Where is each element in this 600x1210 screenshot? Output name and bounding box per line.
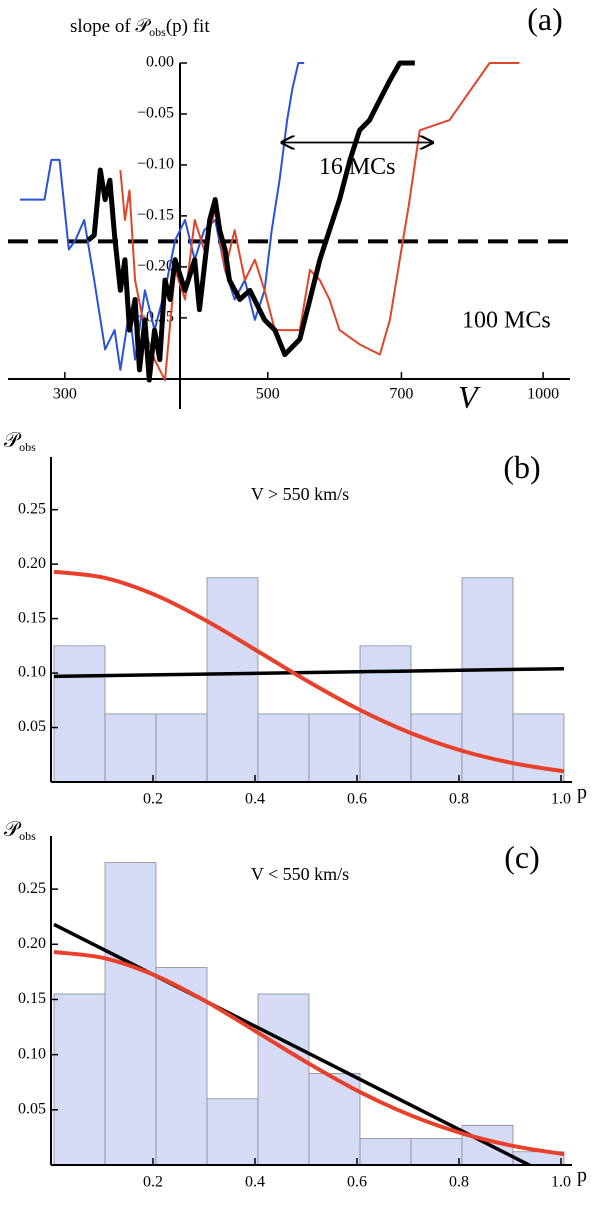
x-axis-label: p [577, 1165, 587, 1187]
y-label-subscript: obs [19, 440, 36, 454]
histogram-bar [461, 577, 514, 783]
series-line [119, 62, 520, 382]
x-tick-label: 700 [389, 386, 413, 403]
panel-label: (c) [504, 839, 540, 875]
x-tick-label: 1.0 [551, 791, 571, 808]
y-tick-label: −0.05 [137, 105, 174, 122]
x-tick-label: 0.8 [449, 1174, 469, 1191]
x-tick-label: 0.4 [245, 791, 265, 808]
fit-curve [53, 666, 565, 679]
y-tick-label: 0.15 [18, 990, 46, 1007]
histogram-bar [53, 645, 106, 783]
y-axis-label: 𝒫obs [4, 817, 36, 843]
x-tick-label: 0.2 [143, 791, 163, 808]
y-label-symbol: 𝒫 [4, 817, 22, 841]
histogram-bar [206, 577, 259, 783]
annotation: V > 550 km/s [251, 484, 349, 504]
y-tick-label: 0.10 [18, 664, 46, 681]
histogram-bar [410, 1138, 463, 1166]
histogram-bar [257, 993, 310, 1166]
histogram-bar [257, 713, 310, 783]
y-tick-label: 0.05 [18, 718, 46, 735]
panel-label: (b) [503, 449, 540, 485]
x-tick-label: 500 [256, 386, 280, 403]
y-tick-label: 0.05 [18, 1100, 46, 1117]
histogram-bar [104, 862, 157, 1166]
series-line [20, 62, 305, 371]
y-axis-label: 𝒫obs [4, 428, 36, 454]
y-tick-label: 0.00 [146, 54, 174, 71]
x-tick-label: 1000 [527, 386, 559, 403]
annotation: 16 MCs [319, 154, 396, 180]
series-line [86, 60, 415, 383]
y-tick-label: 0.20 [18, 935, 46, 952]
fit-curve [53, 569, 565, 774]
histogram-bar [155, 967, 208, 1166]
x-tick-label: 0.2 [143, 1174, 163, 1191]
x-tick-label: 1.0 [551, 1174, 571, 1191]
y-tick-label: −0.20 [137, 258, 174, 275]
y-label-subscript: obs [19, 829, 36, 843]
y-tick-label: −0.10 [137, 156, 174, 173]
annotation: 100 MCs [462, 308, 551, 334]
title-subscript: obs [149, 25, 166, 39]
fit-curve [53, 950, 565, 1157]
x-tick-label: 0.6 [347, 791, 367, 808]
y-tick-label: 0.25 [18, 500, 46, 517]
chart-title: slope of 𝒫obs(p) fit [70, 16, 210, 39]
y-tick-label: −0.15 [137, 207, 174, 224]
x-axis-label: V [458, 379, 481, 415]
title-part: slope of 𝒫 [70, 16, 151, 37]
annotation: V < 550 km/s [251, 864, 349, 884]
y-label-symbol: 𝒫 [4, 428, 22, 452]
x-tick-label: 0.8 [449, 791, 469, 808]
x-tick-label: 0.6 [347, 1174, 367, 1191]
y-tick-label: 0.20 [18, 555, 46, 572]
histogram-bar [206, 1098, 259, 1166]
x-tick-label: 300 [53, 386, 77, 403]
y-tick-label: 0.15 [18, 609, 46, 626]
x-axis-label: p [577, 782, 587, 804]
histogram-bar [104, 713, 157, 783]
histogram-bar [155, 713, 208, 783]
x-tick-label: 0.4 [245, 1174, 265, 1191]
y-tick-label: 0.25 [18, 880, 46, 897]
panel-label: (a) [527, 1, 563, 37]
histogram-bar [308, 713, 361, 783]
y-tick-label: 0.10 [18, 1045, 46, 1062]
histogram-bar [359, 1138, 412, 1166]
title-part: (p) fit [166, 16, 211, 37]
histogram-bar [53, 993, 106, 1166]
